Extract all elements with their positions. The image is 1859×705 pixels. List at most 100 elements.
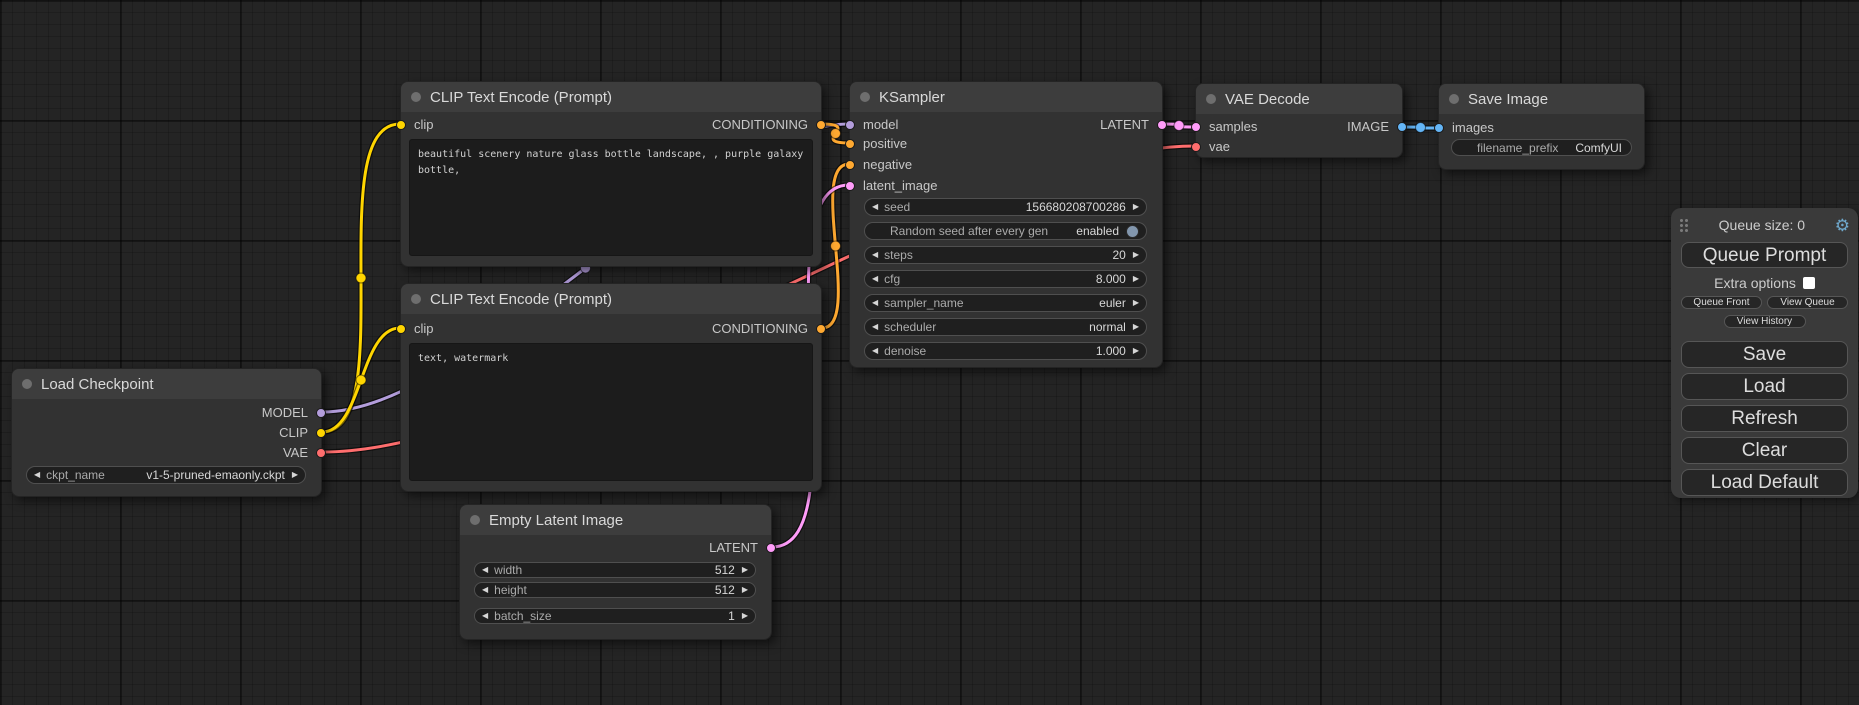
node-vae-decode[interactable]: VAE Decode samples vae IMAGE: [1191, 83, 1407, 158]
decrement-arrow-icon[interactable]: ◀: [34, 470, 41, 479]
collapse-dot-icon[interactable]: [411, 294, 421, 304]
widget-sampler-name[interactable]: ◀ sampler_name euler ▶: [864, 294, 1147, 312]
widget-random-seed-toggle[interactable]: Random seed after every gen enabled: [864, 222, 1147, 240]
load-button[interactable]: Load: [1681, 373, 1848, 400]
port-image-output[interactable]: [1397, 122, 1407, 132]
port-latent-output[interactable]: [1157, 120, 1167, 130]
decrement-arrow-icon[interactable]: ◀: [482, 611, 489, 620]
port-model-input[interactable]: [845, 120, 855, 130]
decrement-arrow-icon[interactable]: ◀: [872, 298, 879, 307]
increment-arrow-icon[interactable]: ▶: [1132, 202, 1139, 211]
port-clip-input[interactable]: [396, 324, 406, 334]
output-label-vae: VAE: [282, 445, 308, 460]
widget-width[interactable]: ◀ width 512 ▶: [474, 562, 756, 578]
load-default-button[interactable]: Load Default: [1681, 469, 1848, 496]
refresh-button[interactable]: Refresh: [1681, 405, 1848, 432]
widget-value: 512: [714, 563, 735, 577]
increment-arrow-icon[interactable]: ▶: [1132, 346, 1139, 355]
widget-denoise[interactable]: ◀ denoise 1.000 ▶: [864, 342, 1147, 360]
widget-steps[interactable]: ◀ steps 20 ▶: [864, 246, 1147, 264]
drag-handle-icon[interactable]: [1679, 218, 1689, 232]
node-title: KSampler: [879, 88, 945, 106]
decrement-arrow-icon[interactable]: ◀: [872, 274, 879, 283]
increment-arrow-icon[interactable]: ▶: [1132, 250, 1139, 259]
widget-batch-size[interactable]: ◀ batch_size 1 ▶: [474, 608, 756, 624]
widget-scheduler[interactable]: ◀ scheduler normal ▶: [864, 318, 1147, 336]
save-button[interactable]: Save: [1681, 341, 1848, 368]
input-label-positive: positive: [863, 136, 908, 151]
collapse-dot-icon[interactable]: [860, 92, 870, 102]
node-title-bar[interactable]: KSampler: [850, 82, 1162, 112]
collapse-dot-icon[interactable]: [470, 515, 480, 525]
queue-front-button[interactable]: Queue Front: [1681, 296, 1762, 309]
queue-prompt-button[interactable]: Queue Prompt: [1681, 242, 1848, 268]
widget-seed[interactable]: ◀ seed 156680208700286 ▶: [864, 198, 1147, 216]
node-clip-text-encode-negative[interactable]: CLIP Text Encode (Prompt) clip CONDITION…: [396, 283, 826, 492]
port-negative-input[interactable]: [845, 160, 855, 170]
widget-filename-prefix[interactable]: filename_prefix ComfyUI: [1451, 139, 1632, 156]
widget-value: 512: [714, 583, 735, 597]
port-images-input[interactable]: [1434, 123, 1444, 133]
node-title-bar[interactable]: Save Image: [1439, 84, 1644, 114]
widget-value: 1.000: [1095, 344, 1126, 358]
decrement-arrow-icon[interactable]: ◀: [872, 250, 879, 259]
view-history-button[interactable]: View History: [1723, 315, 1806, 328]
port-samples-input[interactable]: [1191, 122, 1201, 132]
widget-cfg[interactable]: ◀ cfg 8.000 ▶: [864, 270, 1147, 288]
node-title-bar[interactable]: Load Checkpoint: [12, 369, 321, 399]
node-load-checkpoint[interactable]: Load Checkpoint MODEL CLIP VAE ◀ ckpt_na…: [11, 368, 326, 497]
port-conditioning-output[interactable]: [816, 120, 826, 130]
widget-ckpt-name[interactable]: ◀ ckpt_name v1-5-pruned-emaonly.ckpt ▶: [26, 466, 306, 484]
node-title-bar[interactable]: VAE Decode: [1196, 84, 1402, 114]
extra-options-checkbox[interactable]: [1802, 277, 1815, 289]
increment-arrow-icon[interactable]: ▶: [1132, 274, 1139, 283]
port-vae-output[interactable]: [316, 448, 326, 458]
prompt-textarea[interactable]: beautiful scenery nature glass bottle la…: [409, 139, 813, 256]
node-empty-latent-image[interactable]: Empty Latent Image LATENT ◀ width 512 ▶ …: [459, 504, 776, 640]
decrement-arrow-icon[interactable]: ◀: [872, 202, 879, 211]
input-label-negative: negative: [863, 157, 913, 172]
port-vae-input[interactable]: [1191, 142, 1201, 152]
port-clip-input[interactable]: [396, 120, 406, 130]
input-label-images: images: [1452, 120, 1494, 135]
collapse-dot-icon[interactable]: [1449, 94, 1459, 104]
increment-arrow-icon[interactable]: ▶: [741, 585, 748, 594]
port-clip-output[interactable]: [316, 428, 326, 438]
increment-arrow-icon[interactable]: ▶: [741, 611, 748, 620]
clear-button[interactable]: Clear: [1681, 437, 1848, 464]
node-title: CLIP Text Encode (Prompt): [430, 88, 613, 106]
collapse-dot-icon[interactable]: [22, 379, 32, 389]
widget-height[interactable]: ◀ height 512 ▶: [474, 582, 756, 598]
decrement-arrow-icon[interactable]: ◀: [482, 585, 489, 594]
widget-label: steps: [884, 248, 913, 262]
widget-label: sampler_name: [884, 296, 964, 310]
node-title-bar[interactable]: CLIP Text Encode (Prompt): [401, 82, 821, 112]
node-title: VAE Decode: [1225, 90, 1310, 108]
collapse-dot-icon[interactable]: [1206, 94, 1216, 104]
port-model-output[interactable]: [316, 408, 326, 418]
input-label-latent-image: latent_image: [863, 178, 938, 193]
decrement-arrow-icon[interactable]: ◀: [872, 346, 879, 355]
decrement-arrow-icon[interactable]: ◀: [872, 322, 879, 331]
toggle-dot-icon[interactable]: [1126, 224, 1139, 238]
gear-icon[interactable]: ⚙: [1834, 215, 1850, 235]
increment-arrow-icon[interactable]: ▶: [1132, 298, 1139, 307]
node-save-image[interactable]: Save Image images filename_prefix ComfyU…: [1434, 83, 1645, 170]
port-positive-input[interactable]: [845, 139, 855, 149]
view-queue-button[interactable]: View Queue: [1767, 296, 1848, 309]
node-title-bar[interactable]: CLIP Text Encode (Prompt): [401, 284, 821, 314]
collapse-dot-icon[interactable]: [411, 92, 421, 102]
node-title-bar[interactable]: Empty Latent Image: [460, 505, 771, 535]
node-clip-text-encode-positive[interactable]: CLIP Text Encode (Prompt) clip CONDITION…: [396, 81, 826, 267]
increment-arrow-icon[interactable]: ▶: [291, 470, 298, 479]
port-latent-output[interactable]: [766, 543, 776, 553]
prompt-textarea[interactable]: text, watermark: [409, 343, 813, 481]
increment-arrow-icon[interactable]: ▶: [741, 565, 748, 574]
output-label-conditioning: CONDITIONING: [711, 117, 808, 132]
decrement-arrow-icon[interactable]: ◀: [482, 565, 489, 574]
port-latent-image-input[interactable]: [845, 181, 855, 191]
node-ksampler[interactable]: KSampler model positive negative latent_…: [845, 81, 1167, 368]
port-conditioning-output[interactable]: [816, 324, 826, 334]
increment-arrow-icon[interactable]: ▶: [1132, 322, 1139, 331]
